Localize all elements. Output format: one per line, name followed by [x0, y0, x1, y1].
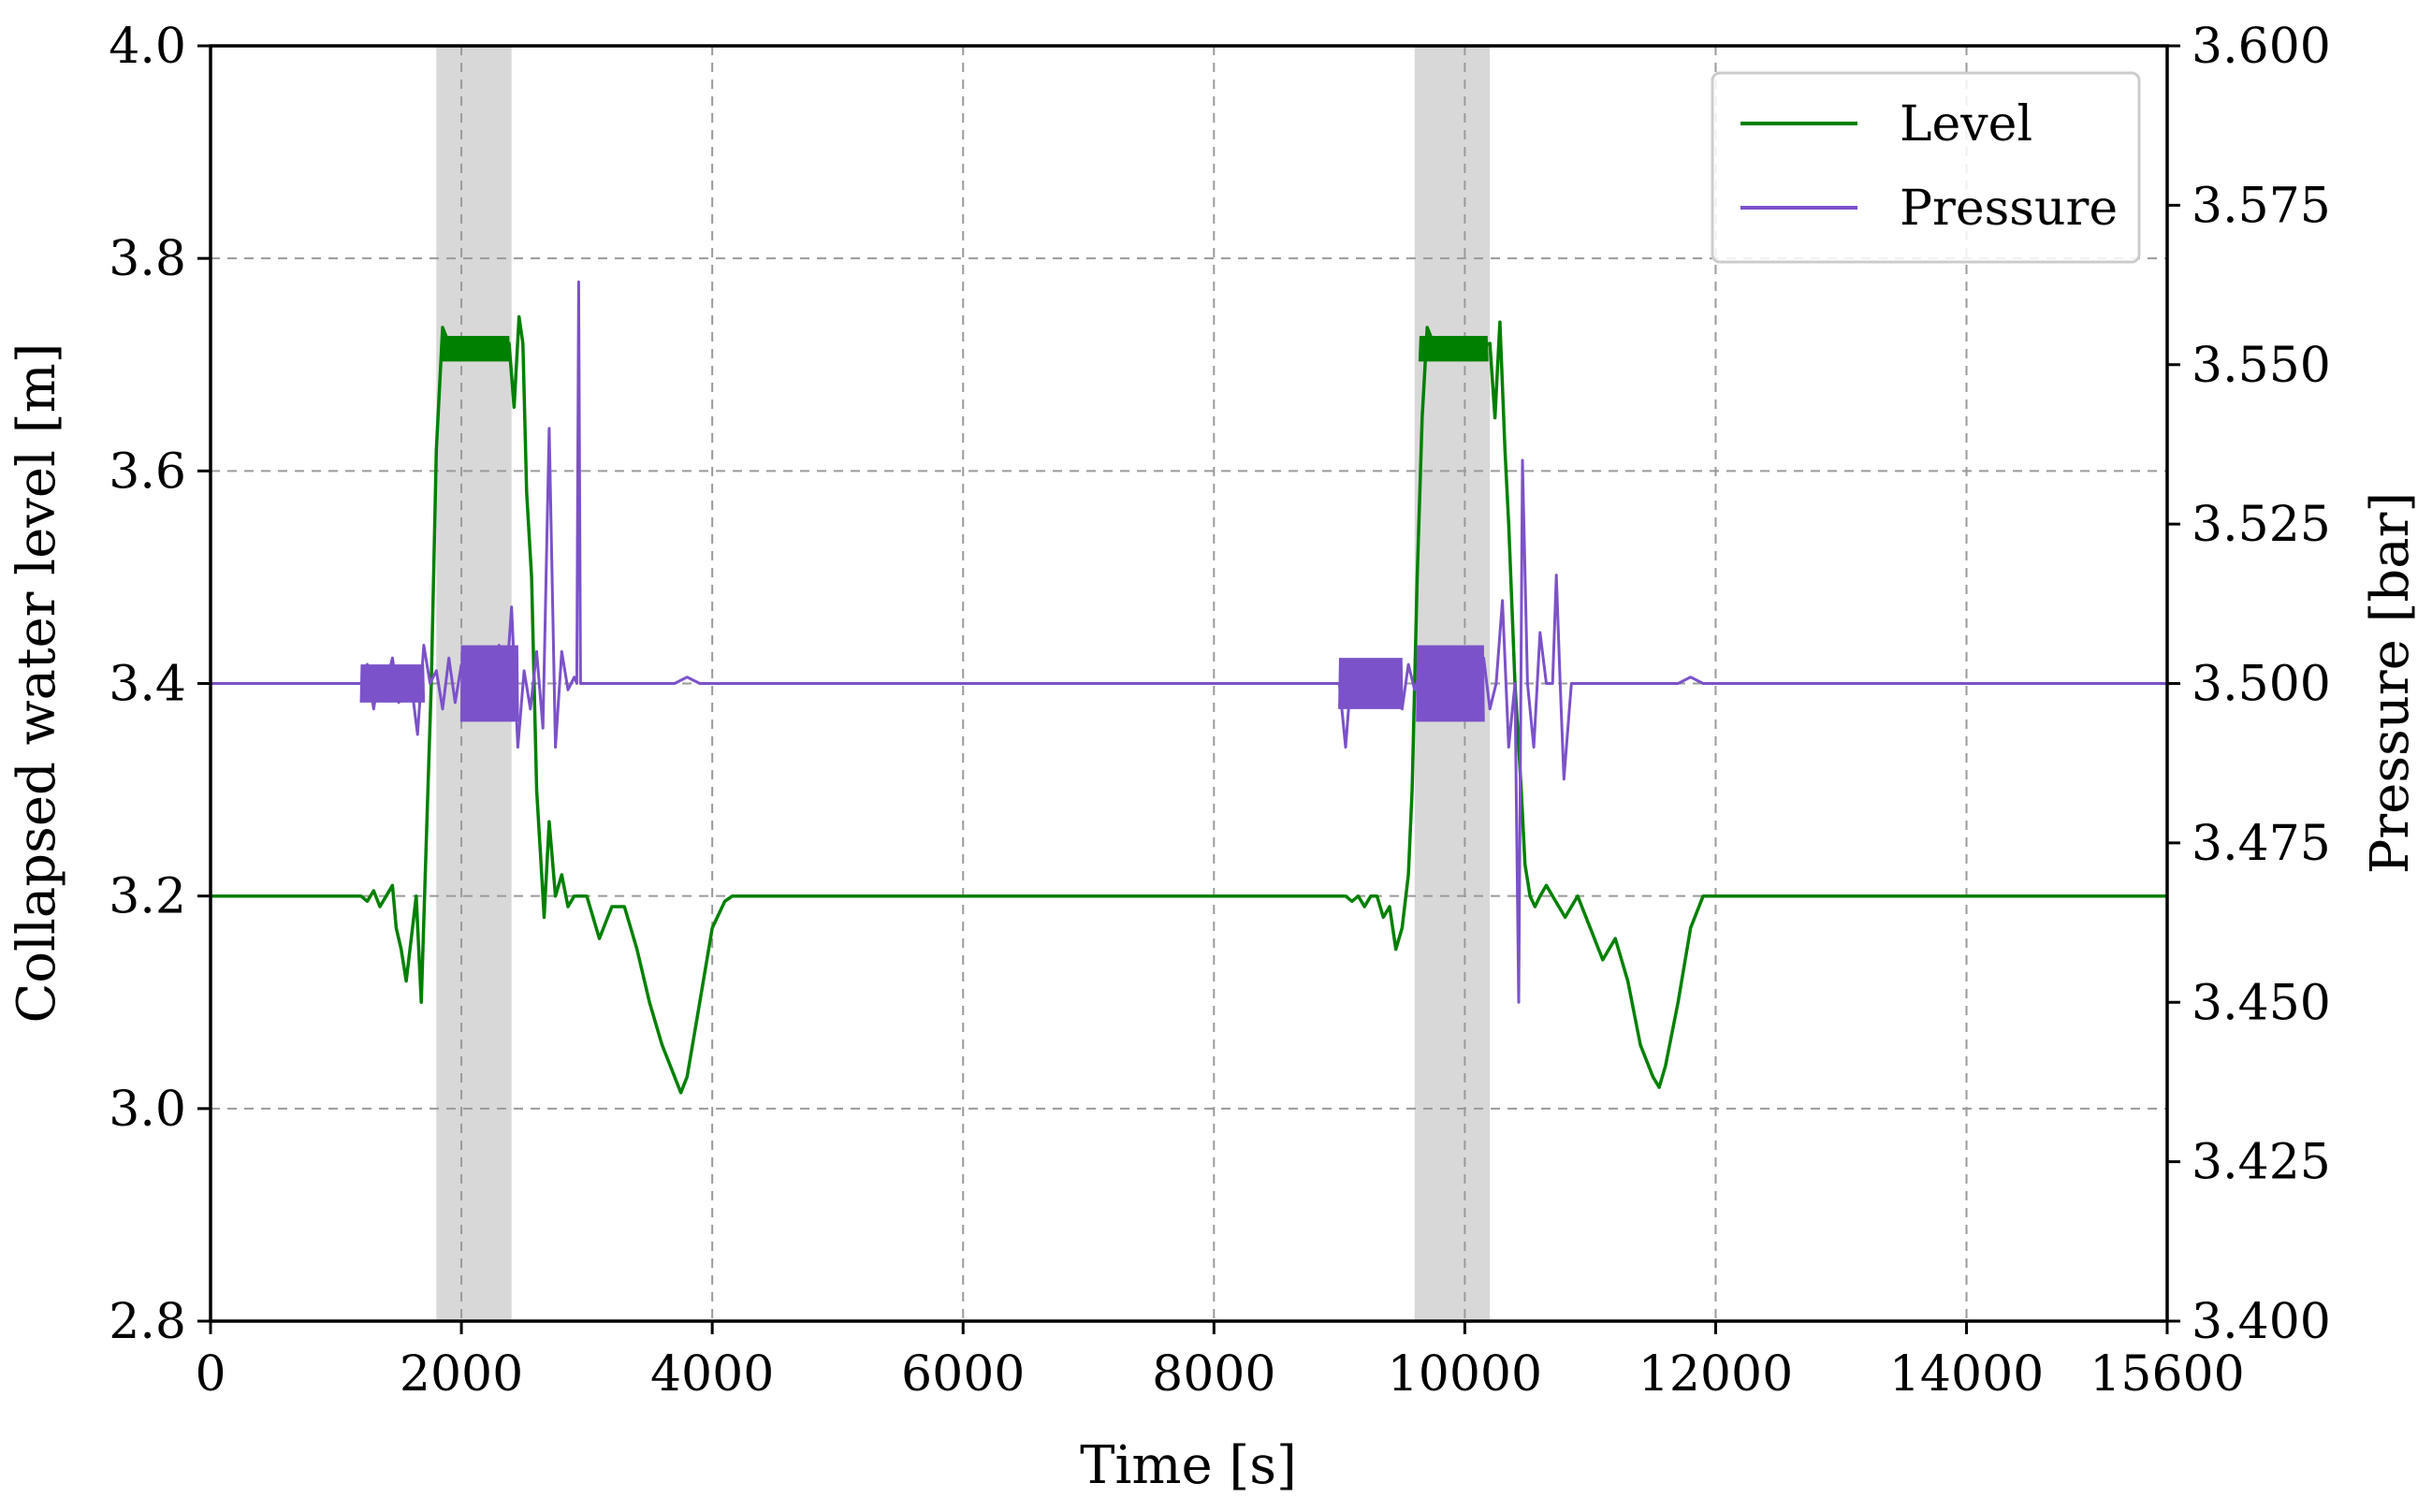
x-tick-label-1: 2000	[400, 1346, 523, 1403]
x-axis-label: Time [s]	[1080, 1435, 1297, 1496]
right-tick-label-0: 3.400	[2192, 1294, 2331, 1350]
pressure-oscillation-band-3	[1338, 658, 1404, 709]
right-tick-label-8: 3.600	[2192, 19, 2331, 75]
right-tick-label-1: 3.425	[2192, 1135, 2331, 1191]
left-y-axis-label: Collapsed water level [m]	[7, 342, 67, 1023]
x-tick-label-6: 12000	[1638, 1346, 1793, 1403]
left-tick-label-5: 3.8	[109, 231, 186, 287]
right-axis-ticks: 3.400 3.425 3.450 3.475 3.500 3.525 3.550 3.575…	[2167, 19, 2331, 1350]
level-oscillation-band-0	[440, 336, 511, 362]
left-tick-label-0: 2.8	[109, 1294, 186, 1350]
legend: Level Pressure	[1711, 71, 2141, 264]
series-line-level	[211, 314, 2167, 1095]
left-tick-label-1: 3.0	[109, 1082, 186, 1138]
left-tick-label-2: 3.2	[109, 869, 186, 925]
x-axis-ticks: 0 2000 4000 6000 8000 10000 12000 14000 15600	[195, 1321, 2245, 1403]
legend-box	[1711, 71, 2141, 264]
right-y-axis-label: Pressure [bar]	[2360, 492, 2421, 875]
x-tick-label-8: 15600	[2090, 1346, 2244, 1403]
left-tick-label-3: 3.4	[109, 657, 186, 713]
right-tick-label-2: 3.450	[2192, 975, 2331, 1031]
left-tick-label-4: 3.6	[109, 443, 186, 500]
right-tick-label-3: 3.475	[2192, 816, 2331, 872]
series-lines	[211, 280, 2167, 1095]
x-tick-label-7: 14000	[1889, 1346, 2044, 1403]
x-tick-label-5: 10000	[1388, 1346, 1542, 1403]
x-tick-label-0: 0	[195, 1346, 226, 1403]
right-tick-label-6: 3.550	[2192, 338, 2331, 394]
pressure-oscillation-band-1	[1416, 645, 1485, 722]
legend-label-level: Level	[1900, 96, 2032, 153]
left-tick-label-6: 4.0	[109, 19, 186, 75]
pressure-oscillation-band-0	[459, 645, 519, 722]
right-tick-label-5: 3.525	[2192, 497, 2331, 553]
right-tick-label-4: 3.500	[2192, 657, 2331, 713]
x-tick-label-2: 4000	[650, 1346, 774, 1403]
x-tick-label-3: 6000	[901, 1346, 1025, 1403]
legend-label-pressure: Pressure	[1900, 181, 2118, 237]
pressure-oscillation-band-2	[359, 664, 426, 703]
x-tick-label-4: 8000	[1152, 1346, 1275, 1403]
right-tick-label-7: 3.575	[2192, 178, 2331, 234]
level-oscillation-band-1	[1418, 336, 1489, 362]
left-axis-ticks: 2.8 3.0 3.2 3.4 3.6 3.8 4.0	[109, 19, 211, 1350]
